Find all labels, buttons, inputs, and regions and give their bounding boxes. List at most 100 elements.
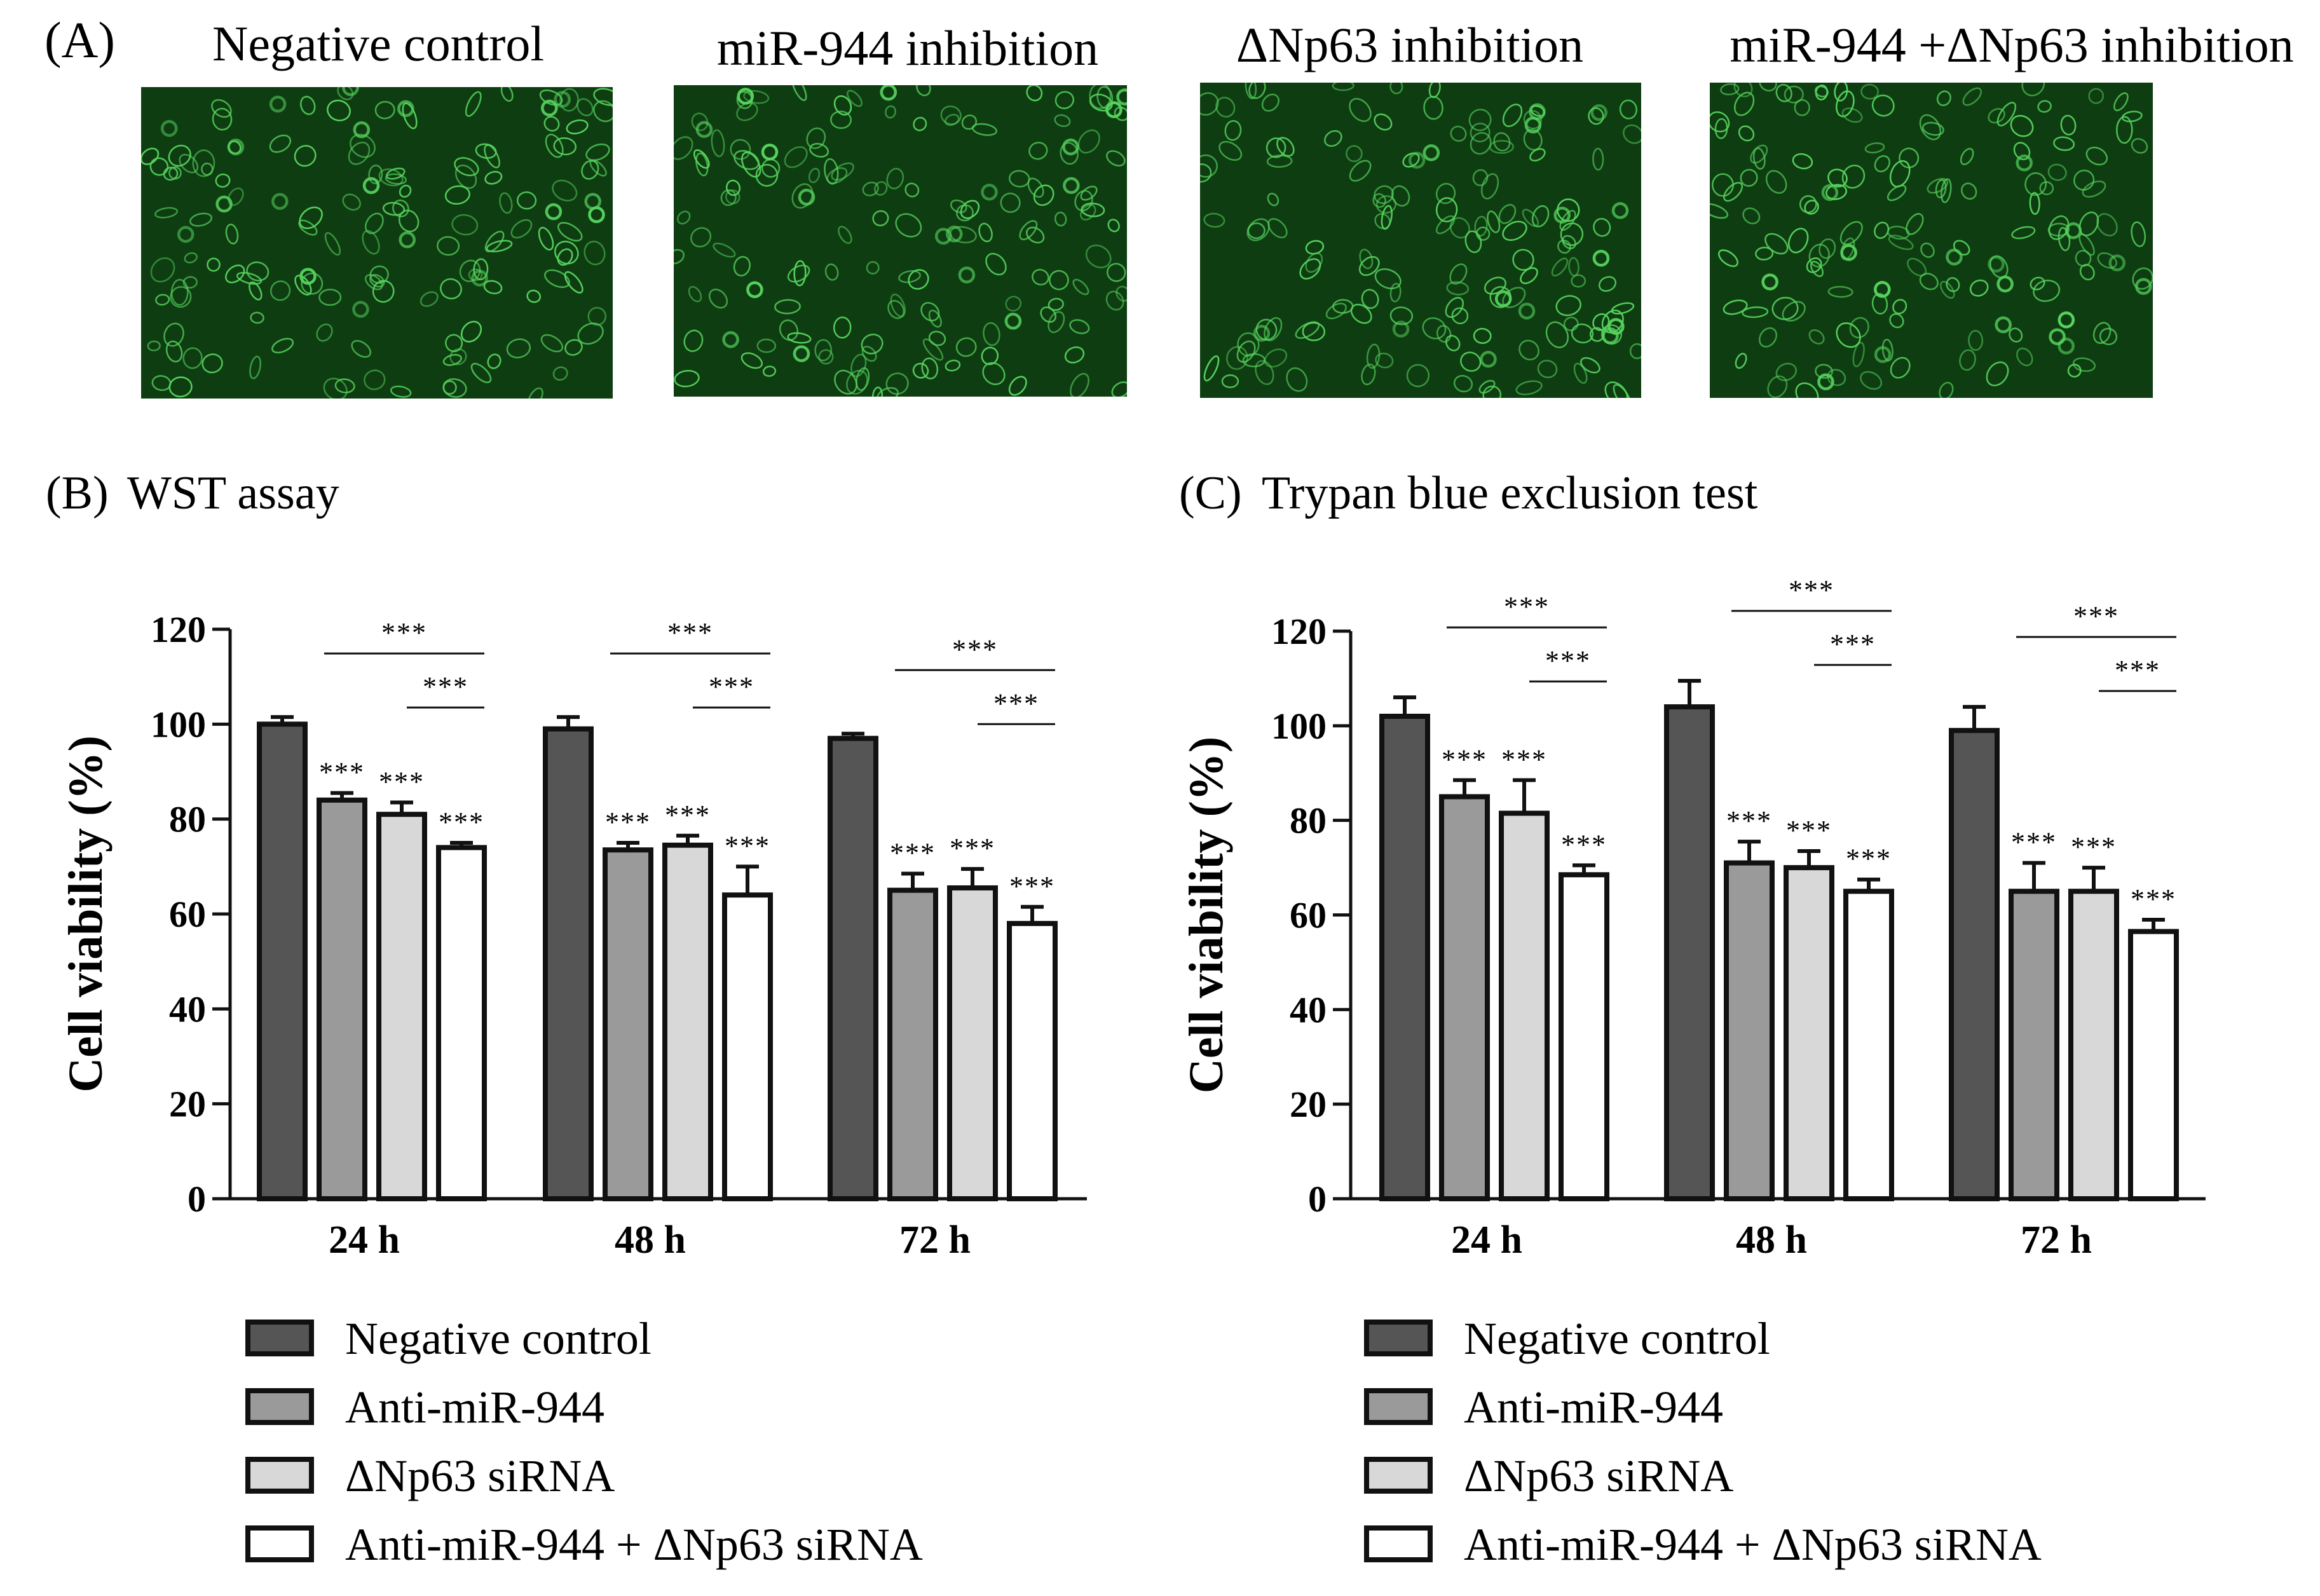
cell-outline [1840,244,1857,261]
y-tick-label: 120 [1271,611,1327,652]
cell-outline [1221,374,1239,388]
bar-significance: *** [439,807,484,838]
cell-outline [1069,319,1090,334]
cell-outline [2121,111,2143,123]
cell-outline [299,95,316,115]
cell-outline [793,345,810,362]
bar [1379,713,1430,1201]
cell-outline [1864,142,1885,154]
cell-outline [1422,317,1447,339]
cell-outline [1026,226,1045,243]
cell-outline [1080,204,1096,221]
cell-outline [833,316,852,339]
cell-outline [2039,181,2054,196]
cell-outline [856,367,870,391]
bar [1439,794,1490,1202]
cell-outline [1817,373,1834,390]
cell-outline [269,134,292,153]
cell-outline [1969,279,1989,297]
cell-outline [1906,213,1924,235]
cell-outline [337,87,354,100]
micrograph-mir944-inhibition [674,85,1127,397]
cell-outline [499,192,513,214]
cell-outline [940,105,962,125]
cell-outline [756,338,777,353]
cell-outline [928,331,946,346]
cell-outline [2049,328,2066,346]
cell-outline [2024,172,2047,196]
cell-outline [1008,376,1027,396]
bar [1949,728,2000,1201]
bar-significance: *** [1726,805,1772,836]
cell-outline [541,99,558,117]
micrograph-title-mir944-inhibition: miR-944 inhibition [717,20,1098,76]
cell-outline [834,369,857,395]
cell-outline [1545,321,1569,348]
bar [947,885,998,1202]
cell-outline [442,378,467,398]
cell-outline [323,378,348,399]
cell-outline [1560,222,1584,246]
bar [1499,810,1550,1201]
cell-outline [1063,177,1080,194]
cell-outline [1761,273,1778,290]
cell-outline [1008,170,1030,188]
cell-outline [1332,83,1354,92]
cell-outline [866,261,880,275]
cell-outline [1961,182,1977,200]
cell-outline [1825,184,1848,200]
cell-outline [1366,343,1381,369]
cell-outline [557,222,583,242]
cell-outline [271,338,294,353]
cell-outline [740,352,763,369]
cell-outline [1874,155,1890,173]
cell-outline [1435,197,1458,222]
bracket-significance: *** [381,617,427,648]
legend-label: Negative control [1464,1313,1770,1364]
x-category-label: 72 h [2021,1218,2092,1262]
cell-outline [1064,346,1085,364]
cell-outline [945,359,961,372]
bar [1843,889,1894,1201]
cell-outline [1841,165,1866,189]
cell-outline [1033,184,1054,206]
cell-outline [1489,140,1515,154]
cell-outline [791,183,814,209]
cell-outline [189,212,213,227]
legend-label: Anti-miR-944 [1464,1382,1723,1433]
cell-outline [1953,240,1970,256]
legend-swatch [245,1388,314,1425]
cell-outline [182,276,198,289]
legend-swatch [245,1457,314,1494]
cell-outline [955,337,977,357]
legend-wst-assay: Negative control Anti-miR-944 ΔNp63 siRNA A… [245,1313,923,1570]
cell-outline [386,167,406,180]
cell-outline [1874,221,1890,239]
micrograph-title-negative-control: Negative control [212,16,544,71]
cell-outline [516,191,537,210]
cell-outline [1267,193,1279,207]
cell-outline [1472,169,1489,186]
cell-outline [916,85,931,97]
cell-outline [1530,105,1546,117]
cell-outline [1028,142,1048,160]
cell-outline [1389,83,1403,95]
cell-outline [1358,256,1380,276]
y-axis-label: Cell viability (%) [59,735,113,1093]
cell-outline [913,116,927,132]
cell-outline [1450,125,1467,142]
x-category-label: 72 h [899,1218,971,1262]
cell-outline [1200,92,1219,116]
cell-outline [1054,91,1075,109]
cell-outline [814,339,832,362]
cell-outline [545,133,564,158]
cell-outline [362,229,380,255]
cell-outline [1921,121,1944,136]
bar-significance: *** [319,757,365,788]
cell-outline [944,114,960,126]
cell-outline [2047,222,2070,237]
cell-outline [1453,374,1473,393]
y-tick-label: 80 [1290,800,1327,842]
cell-outline [1860,371,1883,390]
cell-outline [1871,293,1888,315]
